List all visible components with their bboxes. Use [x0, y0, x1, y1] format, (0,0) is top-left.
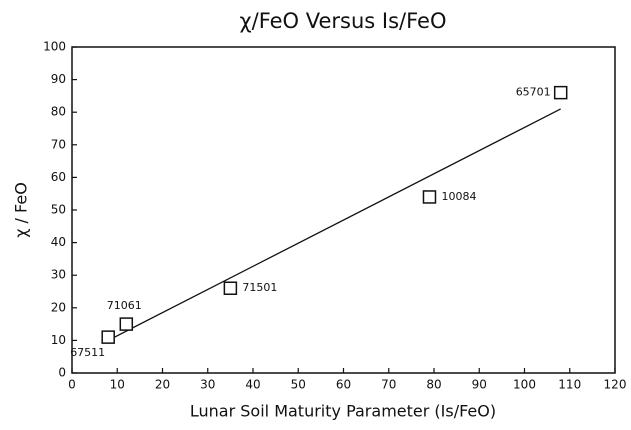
x-tick-label: 20 — [155, 378, 170, 392]
y-tick-label: 20 — [51, 300, 66, 314]
y-tick-label: 90 — [51, 72, 66, 86]
y-tick-label: 100 — [43, 40, 66, 54]
x-tick-label: 60 — [336, 378, 351, 392]
y-tick-label: 70 — [51, 137, 66, 151]
data-point — [119, 317, 134, 331]
y-tick-label: 0 — [58, 366, 66, 380]
fit-line — [107, 108, 561, 341]
x-tick-label: 30 — [200, 378, 215, 392]
y-tick-label: 30 — [51, 268, 66, 282]
x-tick-label: 90 — [472, 378, 487, 392]
chart-title: χ/FeO Versus Is/FeO — [239, 9, 446, 33]
x-axis-label: Lunar Soil Maturity Parameter (Is/FeO) — [190, 402, 496, 421]
y-tick-label: 40 — [51, 235, 66, 249]
y-axis-label: χ / FeO — [12, 182, 31, 238]
x-tick-label: 0 — [68, 378, 76, 392]
x-tick-label: 100 — [513, 378, 536, 392]
data-point — [101, 330, 115, 344]
y-tick-label: 60 — [51, 170, 66, 184]
point-label: 67511 — [70, 346, 105, 359]
x-tick-label: 110 — [558, 378, 581, 392]
x-tick-label: 70 — [381, 378, 396, 392]
point-label: 10084 — [441, 190, 476, 203]
data-point — [553, 85, 568, 100]
x-tick-label: 10 — [110, 378, 125, 392]
x-tick-label: 80 — [426, 378, 441, 392]
point-label: 71061 — [107, 299, 142, 312]
x-tick-label: 120 — [604, 378, 627, 392]
data-point — [422, 190, 437, 204]
x-tick-label: 40 — [245, 378, 260, 392]
x-tick-label: 50 — [291, 378, 306, 392]
y-tick-label: 10 — [51, 333, 66, 347]
y-tick-label: 50 — [51, 203, 66, 217]
y-tick-label: 80 — [51, 105, 66, 119]
data-point — [223, 281, 238, 295]
point-label: 65701 — [516, 86, 551, 99]
point-label: 71501 — [242, 281, 277, 294]
